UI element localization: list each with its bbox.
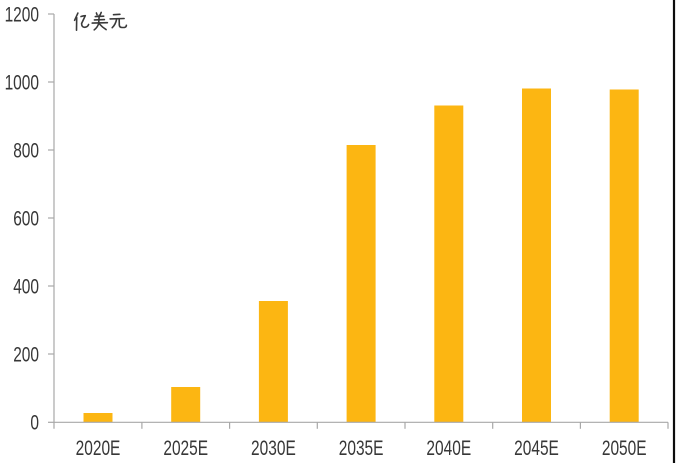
svg-text:800: 800: [13, 138, 39, 162]
svg-text:2035E: 2035E: [339, 435, 384, 459]
svg-text:1200: 1200: [5, 2, 39, 26]
svg-text:2025E: 2025E: [163, 435, 208, 459]
svg-text:2020E: 2020E: [76, 435, 121, 459]
svg-text:2050E: 2050E: [602, 435, 647, 459]
svg-text:2045E: 2045E: [514, 435, 559, 459]
svg-text:400: 400: [13, 274, 39, 298]
svg-text:200: 200: [13, 342, 39, 366]
svg-text:0: 0: [30, 410, 39, 434]
svg-text:1000: 1000: [5, 70, 39, 94]
svg-text:600: 600: [13, 206, 39, 230]
svg-text:2040E: 2040E: [426, 435, 471, 459]
svg-text:2030E: 2030E: [251, 435, 296, 459]
